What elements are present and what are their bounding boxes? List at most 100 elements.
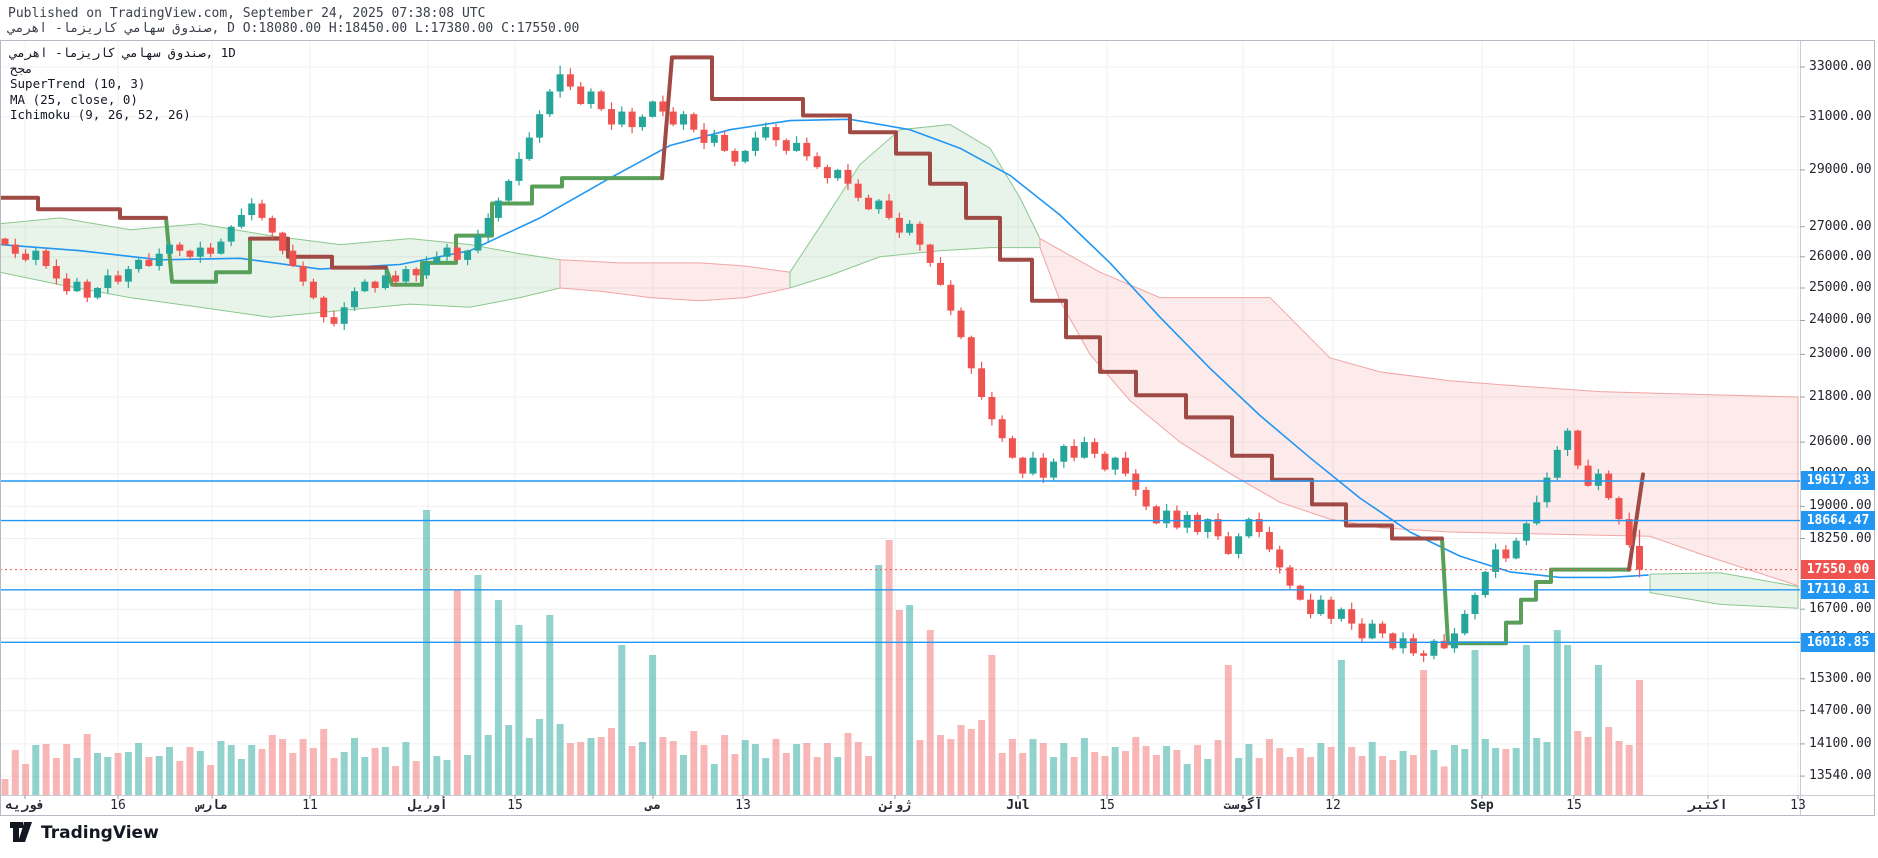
- candle-body: [1286, 567, 1294, 586]
- candle-body: [710, 134, 718, 143]
- volume-bar: [1060, 743, 1068, 795]
- candle-body: [1451, 633, 1458, 649]
- volume-bar: [1420, 670, 1428, 795]
- grid-layer: [0, 41, 1800, 795]
- time-tick-label: 13: [1790, 798, 1806, 813]
- volume-bar: [381, 747, 389, 795]
- candle-body: [823, 167, 831, 179]
- volume-bar: [937, 735, 944, 795]
- volume-bar: [710, 764, 718, 795]
- candle-body: [700, 129, 708, 143]
- candle-body: [597, 91, 605, 110]
- volume-bar: [207, 765, 215, 795]
- candle-body: [525, 137, 533, 159]
- ichimoku-cloud-green: [789, 123, 1041, 289]
- candle-body: [11, 244, 19, 254]
- price-tick-label: 33000.00: [1809, 59, 1872, 74]
- candle-body: [618, 111, 626, 125]
- candles: [1, 65, 1643, 662]
- level-price-label[interactable]: 19617.83: [1801, 471, 1875, 491]
- price-tick-label: 26000.00: [1809, 248, 1872, 264]
- volume-bar: [155, 756, 163, 795]
- candle-body: [1594, 473, 1602, 486]
- candle-body: [926, 244, 934, 263]
- candle-body: [1214, 519, 1222, 537]
- time-axis[interactable]: فوريه 16 مارس 11 أوريل 15 مى 13 ژوئن Jul 15 آگوست 12…: [0, 796, 1806, 814]
- candle-body: [1245, 519, 1253, 537]
- footer-brand[interactable]: TradingView: [10, 822, 159, 844]
- volume-bar: [1039, 743, 1047, 795]
- current-price-label[interactable]: 17550.00: [1801, 560, 1875, 580]
- legend-symbol-row[interactable]: يمرها -امزيراك يماهس قودنص, 1D: [10, 45, 236, 61]
- legend-supertrend-row[interactable]: SuperTrend (10, 3): [10, 76, 146, 91]
- volume-bar: [1173, 750, 1181, 795]
- frame: [0, 40, 1875, 816]
- volume-bar: [721, 735, 729, 795]
- candle-body: [1327, 599, 1335, 619]
- volume-bar: [772, 739, 780, 795]
- price-tick-label: 14100.00: [1809, 735, 1872, 751]
- candle-body: [73, 281, 81, 292]
- volume-bar: [1451, 745, 1458, 795]
- volume-bar: [587, 738, 595, 795]
- price-tick-label: 29000.00: [1809, 161, 1872, 177]
- volume-bar: [22, 764, 30, 795]
- volume-bar: [217, 741, 225, 795]
- candle-body: [772, 127, 780, 141]
- volume-bar: [248, 745, 256, 795]
- volume-bar: [1132, 737, 1140, 795]
- legend-ichimoku-row[interactable]: Ichimoku (9, 26, 52, 26): [10, 107, 191, 122]
- candle-body: [1409, 638, 1417, 654]
- volume-bar: [1461, 749, 1469, 795]
- volume-bar: [854, 742, 862, 795]
- time-tick-label: آگوست: [1223, 798, 1263, 813]
- volume-bar: [556, 724, 564, 795]
- level-price-label[interactable]: 16018.85: [1801, 632, 1875, 652]
- volume-bar: [947, 739, 955, 795]
- candle-body: [1235, 536, 1243, 554]
- candle-body: [546, 91, 554, 115]
- volume-bar: [1409, 755, 1417, 795]
- candle-body: [515, 158, 523, 181]
- volume-bar: [474, 575, 482, 795]
- volume-bar: [1327, 747, 1335, 795]
- candle-body: [279, 232, 287, 251]
- candle-body: [916, 223, 924, 245]
- candle-body: [1255, 519, 1263, 532]
- candle-body: [751, 137, 759, 151]
- candle-body: [1132, 473, 1140, 490]
- candle-body: [94, 288, 101, 298]
- level-price-label[interactable]: 17110.81: [1801, 580, 1875, 600]
- volume-bar: [279, 739, 287, 795]
- candle-body: [207, 247, 215, 254]
- volume-bar: [1533, 738, 1541, 795]
- volume-bar: [1358, 756, 1366, 795]
- candle-body: [566, 74, 574, 87]
- candle-body: [937, 262, 944, 285]
- legend-volume-row[interactable]: مجح: [10, 60, 33, 76]
- candle-body: [1461, 613, 1469, 634]
- level-price-label[interactable]: 18664.47: [1801, 511, 1875, 531]
- volume-bar: [412, 761, 420, 795]
- candle-body: [1317, 599, 1325, 614]
- time-tick-label: 15: [1099, 798, 1115, 813]
- volume-bar: [1512, 748, 1520, 795]
- volume-bar: [135, 743, 143, 795]
- legend-ma-row[interactable]: MA (25, close, 0): [10, 91, 138, 107]
- candle-body: [1420, 653, 1428, 656]
- price-tick-label: 14700.00: [1809, 702, 1872, 718]
- candle-body: [998, 419, 1006, 439]
- candle-body: [1522, 523, 1530, 541]
- volume-bar: [1091, 752, 1099, 795]
- candle-body: [1080, 442, 1088, 458]
- volume-bar: [1245, 744, 1253, 795]
- volume-bar: [196, 751, 204, 795]
- volume-bar: [916, 740, 924, 795]
- candle-body: [1430, 640, 1438, 656]
- volume-bar: [1625, 745, 1633, 795]
- volume-bar: [433, 756, 441, 795]
- candle-body: [1379, 623, 1386, 634]
- volume-bar: [1605, 727, 1613, 795]
- price-tick-label: 27000.00: [1809, 218, 1872, 234]
